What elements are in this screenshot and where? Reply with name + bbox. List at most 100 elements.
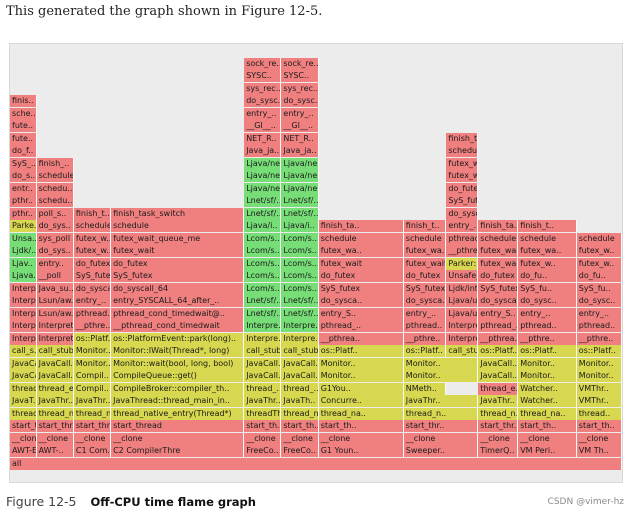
flame-frame[interactable]: __pthrea.. bbox=[318, 332, 404, 345]
flame-frame[interactable]: FreeCo.. bbox=[244, 445, 282, 457]
flame-frame[interactable]: do_sysc.. bbox=[518, 295, 577, 307]
flame-frame[interactable]: pthread.. bbox=[73, 307, 112, 320]
flame-frame[interactable]: Lnet/sf/.. bbox=[244, 207, 282, 220]
flame-frame[interactable]: finish_ta.. bbox=[318, 220, 404, 232]
flame-frame[interactable]: start_th.. bbox=[318, 420, 404, 432]
flame-frame[interactable]: Interpr.. bbox=[10, 295, 37, 307]
flame-frame[interactable]: futex_w.. bbox=[518, 257, 577, 270]
flame-frame[interactable]: Ljava/ne.. bbox=[244, 170, 282, 182]
flame-frame[interactable]: entry_.. bbox=[73, 295, 112, 307]
flame-frame[interactable]: thread_n.. bbox=[281, 407, 319, 420]
flame-frame[interactable]: sock_re.. bbox=[244, 57, 282, 70]
flame-frame[interactable]: start_th.. bbox=[244, 420, 282, 432]
flame-frame[interactable]: __clone bbox=[281, 432, 319, 445]
flame-frame[interactable]: thread_n.. bbox=[36, 407, 74, 420]
flame-frame[interactable]: thread_n.. bbox=[73, 407, 112, 420]
flame-frame[interactable]: __GI__.. bbox=[244, 120, 282, 132]
flame-frame[interactable]: SYSC.. bbox=[244, 70, 282, 82]
flame-frame[interactable]: do_futex bbox=[111, 257, 245, 270]
flame-frame[interactable]: Interpreter bbox=[36, 332, 74, 345]
flame-frame[interactable]: Lcom/s.. bbox=[281, 282, 319, 295]
flame-frame[interactable]: entry_S.. bbox=[478, 307, 519, 320]
flame-frame[interactable]: do_f.. bbox=[10, 145, 37, 157]
flame-frame[interactable]: schedu.. bbox=[36, 182, 74, 195]
flame-frame[interactable]: JavaT.. bbox=[10, 395, 37, 407]
flame-frame[interactable]: __pthre.. bbox=[403, 332, 447, 345]
flame-frame[interactable]: fute.. bbox=[10, 120, 37, 132]
flame-frame[interactable]: finish_t.. bbox=[518, 220, 577, 232]
flame-frame[interactable]: Interpr.. bbox=[10, 282, 37, 295]
flame-frame[interactable]: futex_wait bbox=[111, 245, 245, 257]
flame-frame[interactable]: thread_e.. bbox=[478, 382, 519, 395]
flame-frame[interactable]: futex_w.. bbox=[576, 245, 622, 257]
flame-frame[interactable]: G1 Youn.. bbox=[318, 445, 404, 457]
flame-frame[interactable]: Monitor.. bbox=[518, 357, 577, 370]
flame-frame[interactable]: start_thr.. bbox=[478, 420, 519, 432]
flame-frame[interactable]: thread_n.. bbox=[478, 407, 519, 420]
flame-frame[interactable]: NET_R.. bbox=[244, 132, 282, 145]
flame-frame[interactable]: schedule bbox=[73, 220, 112, 232]
flame-frame[interactable]: JavaCall.. bbox=[478, 370, 519, 382]
flame-frame[interactable]: thread_na.. bbox=[318, 407, 404, 420]
flame-frame[interactable]: Lnet/sf/.. bbox=[244, 295, 282, 307]
flame-frame[interactable]: thread_native_entry(Thread*) bbox=[111, 407, 245, 420]
flame-frame[interactable]: futex_wait bbox=[403, 257, 447, 270]
flame-frame[interactable]: schedule bbox=[478, 232, 519, 245]
flame-frame[interactable]: SyS_futex bbox=[73, 270, 112, 282]
flame-frame[interactable]: Lcom/s.. bbox=[281, 270, 319, 282]
flame-frame[interactable]: call_stub bbox=[36, 345, 74, 357]
flame-frame[interactable]: do_sysc.. bbox=[576, 295, 622, 307]
flame-frame[interactable]: start_th.. bbox=[576, 420, 622, 432]
flame-frame[interactable]: do_fu.. bbox=[518, 270, 577, 282]
flame-frame[interactable]: entry_S.. bbox=[318, 307, 404, 320]
flame-frame[interactable]: do_sysc.. bbox=[244, 95, 282, 107]
flame-frame[interactable]: Interpreter bbox=[446, 332, 479, 345]
flame-frame[interactable]: pthr.. bbox=[10, 195, 37, 207]
flame-frame[interactable]: Ljava/ne.. bbox=[244, 157, 282, 170]
flame-frame[interactable]: pthread.. bbox=[576, 320, 622, 332]
flame-frame[interactable]: entry.. bbox=[36, 257, 74, 270]
flame-frame[interactable]: thread_e.. bbox=[36, 382, 74, 395]
flame-frame[interactable]: futex_wa.. bbox=[318, 245, 404, 257]
flame-frame[interactable]: CompileBroker::compiler_th.. bbox=[111, 382, 245, 395]
flame-frame[interactable]: JavaThr.. bbox=[36, 395, 74, 407]
flame-frame[interactable]: Interpre.. bbox=[244, 332, 282, 345]
flame-frame[interactable]: start_thr.. bbox=[36, 420, 74, 432]
flame-frame[interactable]: __clone bbox=[318, 432, 404, 445]
flame-frame[interactable]: JavaThr.. bbox=[244, 395, 282, 407]
flame-frame[interactable]: Lcom/s.. bbox=[244, 245, 282, 257]
flame-frame[interactable]: thread.. bbox=[10, 382, 37, 395]
flame-frame[interactable]: JavaCa.. bbox=[10, 370, 37, 382]
flame-frame[interactable]: JavaCall.. bbox=[281, 357, 319, 370]
flame-frame[interactable]: do_futex bbox=[446, 182, 479, 195]
flame-frame[interactable]: futex_wa.. bbox=[446, 157, 479, 170]
flame-frame[interactable]: futex_wa.. bbox=[478, 245, 519, 257]
flame-frame[interactable]: JavaCall.. bbox=[36, 357, 74, 370]
flame-frame[interactable]: fute.. bbox=[10, 132, 37, 145]
flame-frame[interactable]: Compil.. bbox=[73, 370, 112, 382]
flame-frame[interactable]: Lcom/s.. bbox=[244, 270, 282, 282]
flame-frame[interactable]: finish_task_switch bbox=[111, 207, 245, 220]
flame-frame[interactable]: finish_t.. bbox=[403, 220, 447, 232]
flame-frame[interactable]: entry_SYSCALL_64_after_.. bbox=[111, 295, 245, 307]
flame-frame[interactable]: Lcom/s.. bbox=[281, 245, 319, 257]
flame-frame[interactable]: Parke.. bbox=[10, 220, 37, 232]
flame-frame[interactable]: Lcom/s.. bbox=[244, 282, 282, 295]
flame-frame[interactable]: Monitor::IWait(Thread*, long) bbox=[111, 345, 245, 357]
flame-frame[interactable]: do_futex bbox=[318, 270, 404, 282]
flame-frame[interactable]: AWT-.. bbox=[36, 445, 74, 457]
flame-frame[interactable]: SyS_futex bbox=[403, 282, 447, 295]
flame-frame[interactable]: Java_ja.. bbox=[281, 145, 319, 157]
flame-frame[interactable]: JavaThr.. bbox=[403, 395, 479, 407]
flame-frame[interactable]: Sweeper.. bbox=[403, 445, 479, 457]
flame-frame[interactable]: call_stub bbox=[281, 345, 319, 357]
flame-frame[interactable]: CompileQueue::get() bbox=[111, 370, 245, 382]
flame-frame[interactable]: G1You.. bbox=[318, 382, 404, 395]
flame-frame[interactable]: pthread.. bbox=[403, 320, 447, 332]
flame-frame[interactable]: JavaCall.. bbox=[244, 370, 282, 382]
flame-frame[interactable]: thread_n.. bbox=[403, 407, 479, 420]
flame-frame[interactable]: SyS_.. bbox=[10, 157, 37, 170]
flame-frame[interactable]: sche.. bbox=[10, 107, 37, 120]
flame-frame[interactable]: os::PlatformEvent::park(long).. bbox=[111, 332, 245, 345]
flame-frame[interactable]: do_sysca.. bbox=[73, 282, 112, 295]
